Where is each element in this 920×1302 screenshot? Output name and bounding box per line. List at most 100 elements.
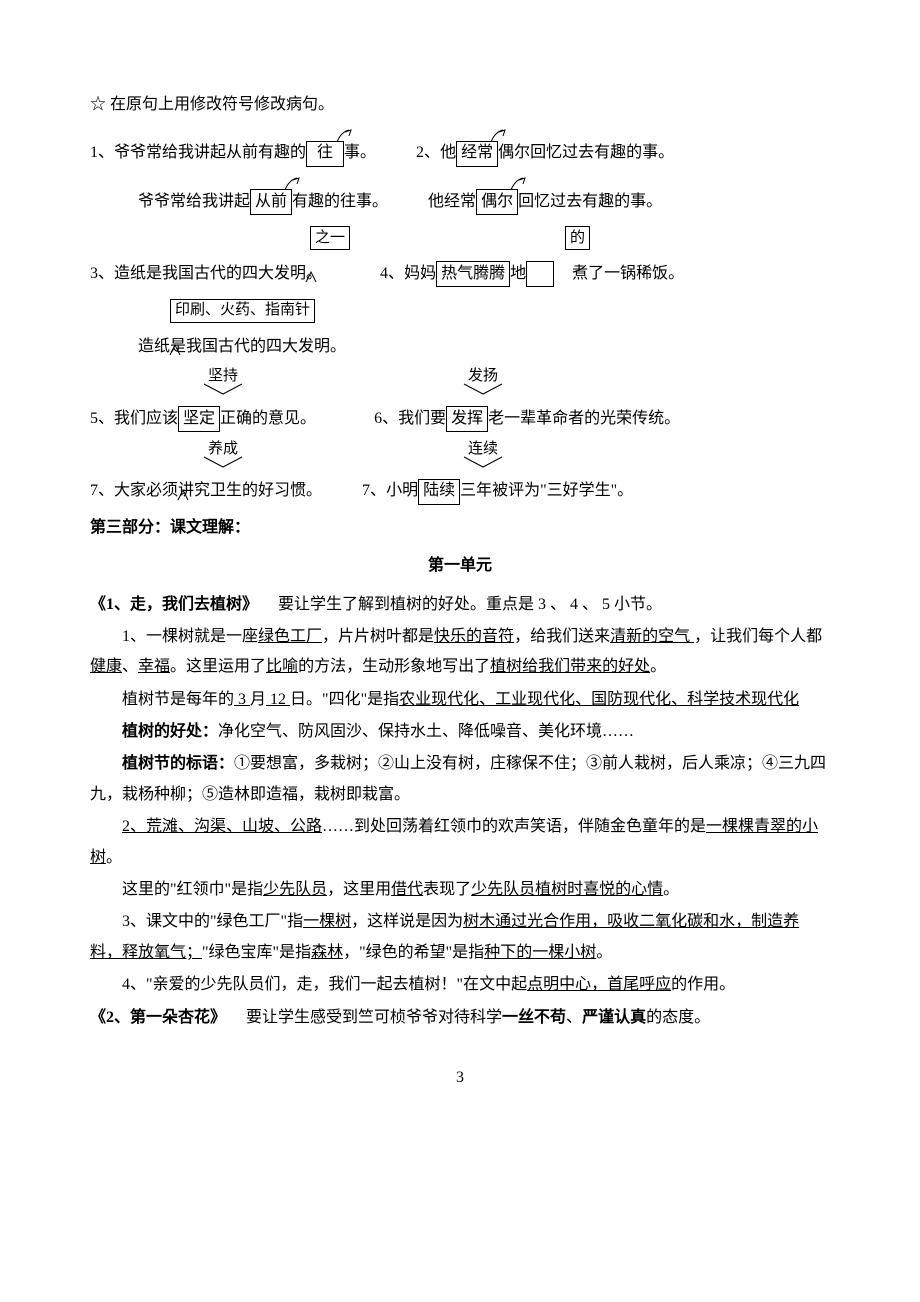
text: 这里的"红领巾"是指 — [122, 881, 263, 898]
ex-text: 稀饭。 — [636, 259, 684, 289]
text: ，这样说是因为 — [351, 913, 463, 930]
ex-num: 1、 — [90, 138, 114, 168]
lesson-1-p5: 2、荒滩、沟渠、山坡、公路……到处回荡着红领巾的欢声笑语，伴随金色童年的是一棵棵… — [90, 812, 830, 873]
ex-num: 5、 — [90, 404, 114, 434]
lesson-1-p8: 4、"亲爱的少先队员们，走，我们一起去植树！"在文中起点明中心，首尾呼应的作用。 — [90, 970, 830, 1000]
delete-mark-icon — [509, 176, 527, 192]
text: ……到处回荡着红领巾的欢声笑语，伴随金色童年的是 — [322, 818, 706, 835]
ex-text: 正确的意见。 — [220, 404, 316, 434]
text: ，片片树叶都是 — [322, 628, 434, 645]
instruction-line: ☆ 在原句上用修改符号修改病句。 — [90, 90, 830, 120]
replace-mark: 连续 — [460, 442, 506, 469]
replace-mark: 坚持 — [200, 369, 246, 396]
delete-mark-icon — [335, 128, 353, 144]
lesson-title: 《1、走，我们去植树》 — [90, 596, 258, 613]
boxed-word: 坚定 — [178, 406, 220, 432]
boxed-word: 经常 — [456, 141, 498, 167]
text: 的方法，生动形象地写出了 — [298, 658, 490, 675]
insert-box: 之一 — [310, 226, 350, 250]
lesson-1-p4: 植树节的标语：①要想富，多栽树；②山上没有树，庄稼保不住；③前人栽树，后人乘凉；… — [90, 749, 830, 810]
underline: 点明中心，首尾呼应 — [527, 976, 671, 993]
bold: 严谨认真 — [582, 1009, 646, 1026]
exercise-row-1: 1、 爷爷常给我讲起从前有趣的 往 事。 2、 他 经常 偶尔回忆过去有趣的事。 — [90, 138, 830, 168]
boxed-word: 发挥 — [446, 406, 488, 432]
text: ，让我们每个人都 — [694, 628, 822, 645]
ex-num: 7、 — [362, 476, 386, 506]
ex-text: 我们要 — [398, 404, 446, 434]
document-page: ☆ 在原句上用修改符号修改病句。 1、 爷爷常给我讲起从前有趣的 往 事。 2、… — [0, 0, 920, 1133]
text: "绿色宝库"是指 — [202, 944, 311, 961]
text: 的态度。 — [646, 1009, 710, 1026]
ex-text: 他经常 — [428, 187, 476, 217]
exercise-row-2-top: 之一 的 — [90, 223, 830, 253]
underline: 借代 — [391, 881, 423, 898]
text: 要让学生感受到竺可桢爷爷对待科学 — [230, 1009, 502, 1026]
ex-text: 妈妈 — [404, 259, 436, 289]
text: 。 — [106, 849, 122, 866]
lesson-1-p2: 植树节是每年的 3 月 12 日。"四化"是指农业现代化、工业现代化、国防现代化… — [90, 685, 830, 715]
text: 。这里运用了 — [170, 658, 266, 675]
text: 、 — [566, 1009, 582, 1026]
boxed-word: 往 — [306, 141, 344, 167]
underline: 少先队员植树时喜悦的心情 — [471, 881, 663, 898]
replace-mark: 发扬 — [460, 369, 506, 396]
text: 日。"四化"是指 — [290, 691, 399, 708]
text: 植树节是每年的 — [122, 691, 234, 708]
ex-num: 4、 — [380, 259, 404, 289]
ex-num: 3、 — [90, 259, 114, 289]
ex-text: 回忆过去有趣的事。 — [518, 187, 662, 217]
vee-icon — [200, 382, 246, 396]
ex-num: 2、 — [416, 138, 440, 168]
label: 植树节的标语： — [122, 755, 234, 772]
label: 植树的好处： — [122, 723, 218, 740]
text: 表现了 — [423, 881, 471, 898]
ex-text: 造纸是我国古代的四大发明 — [114, 259, 306, 289]
lesson-1-p7: 3、课文中的"绿色工厂"指一棵树，这样说是因为树木通过光合作用，吸收二氧化碳和水… — [90, 907, 830, 968]
underline: 幸福 — [138, 658, 170, 675]
underline: 12 — [266, 691, 290, 708]
text: ，"绿色的希望"是指 — [343, 944, 484, 961]
underline: 绿色工厂 — [258, 628, 322, 645]
ex-text: 大家必须 — [114, 476, 178, 506]
exercise-row-3-top: 坚持 发扬 — [90, 368, 830, 398]
ex-text: 爷爷常给我讲起从前有趣的 — [114, 138, 306, 168]
text: 3、课文中的"绿色工厂"指 — [122, 913, 303, 930]
underline: 比喻 — [266, 658, 298, 675]
boxed-word: 偶尔 — [476, 189, 518, 215]
underline: 植树给我们带来的好处 — [490, 658, 650, 675]
ex-text: 造纸 — [138, 332, 170, 362]
text: 、 — [122, 658, 138, 675]
bold: 一丝不苟 — [502, 1009, 566, 1026]
ex-text: 老一辈革命者的光荣传统。 — [488, 404, 680, 434]
ex-text: 三年被评为"三好学生"。 — [460, 476, 633, 506]
text: 4、"亲爱的少先队员们，走，我们一起去植树！"在文中起 — [122, 976, 527, 993]
lesson-intro: 要让学生了解到植树的好处。重点是 3 、 4 、 5 小节。 — [262, 596, 662, 613]
ex-num: 6、 — [374, 404, 398, 434]
underline: 一棵树 — [303, 913, 351, 930]
underline: 3 — [234, 691, 250, 708]
boxed-word: 从前 — [250, 189, 292, 215]
underline: 快乐的音符 — [434, 628, 514, 645]
ex-text: 讲究卫生的好习惯。 — [178, 476, 322, 506]
text: 。 — [663, 881, 679, 898]
exercise-row-2b-box: 印刷、火药、指南针 — [90, 296, 830, 326]
insert-box: 印刷、火药、指南针 — [170, 299, 315, 323]
ex-text: 我们应该 — [114, 404, 178, 434]
text: ，给我们送来 — [514, 628, 610, 645]
underline: 清新的空气 — [610, 628, 694, 645]
lesson-1-heading: 《1、走，我们去植树》 要让学生了解到植树的好处。重点是 3 、 4 、 5 小… — [90, 590, 830, 620]
underline: 森林 — [311, 944, 343, 961]
exercise-row-3: 5、 我们应该 坚定 正确的意见。 6、 我们要 发挥 老一辈革命者的光荣传统。 — [90, 404, 830, 434]
underline: 农业现代化、工业现代化、国防现代化、科学技术现代化 — [399, 691, 799, 708]
vee-icon — [460, 455, 506, 469]
exercise-row-4-top: 养成 连续 — [90, 440, 830, 470]
page-number: 3 — [90, 1063, 830, 1093]
lesson-1-p1: 1、一棵树就是一座绿色工厂，片片树叶都是快乐的音符，给我们送来清新的空气 ，让我… — [90, 622, 830, 683]
text: 的作用。 — [671, 976, 735, 993]
ex-text: 他 — [440, 138, 456, 168]
exercise-row-1b: 爷爷常给我讲起 从前 有趣的往事。 他经常 偶尔 回忆过去有趣的事。 — [90, 187, 830, 217]
boxed-empty — [526, 261, 554, 287]
boxed-text: 往 — [317, 138, 333, 168]
text: 净化空气、防风固沙、保持水土、降低噪音、美化环境…… — [218, 723, 634, 740]
ex-text: 有趣的往事。 — [292, 187, 388, 217]
